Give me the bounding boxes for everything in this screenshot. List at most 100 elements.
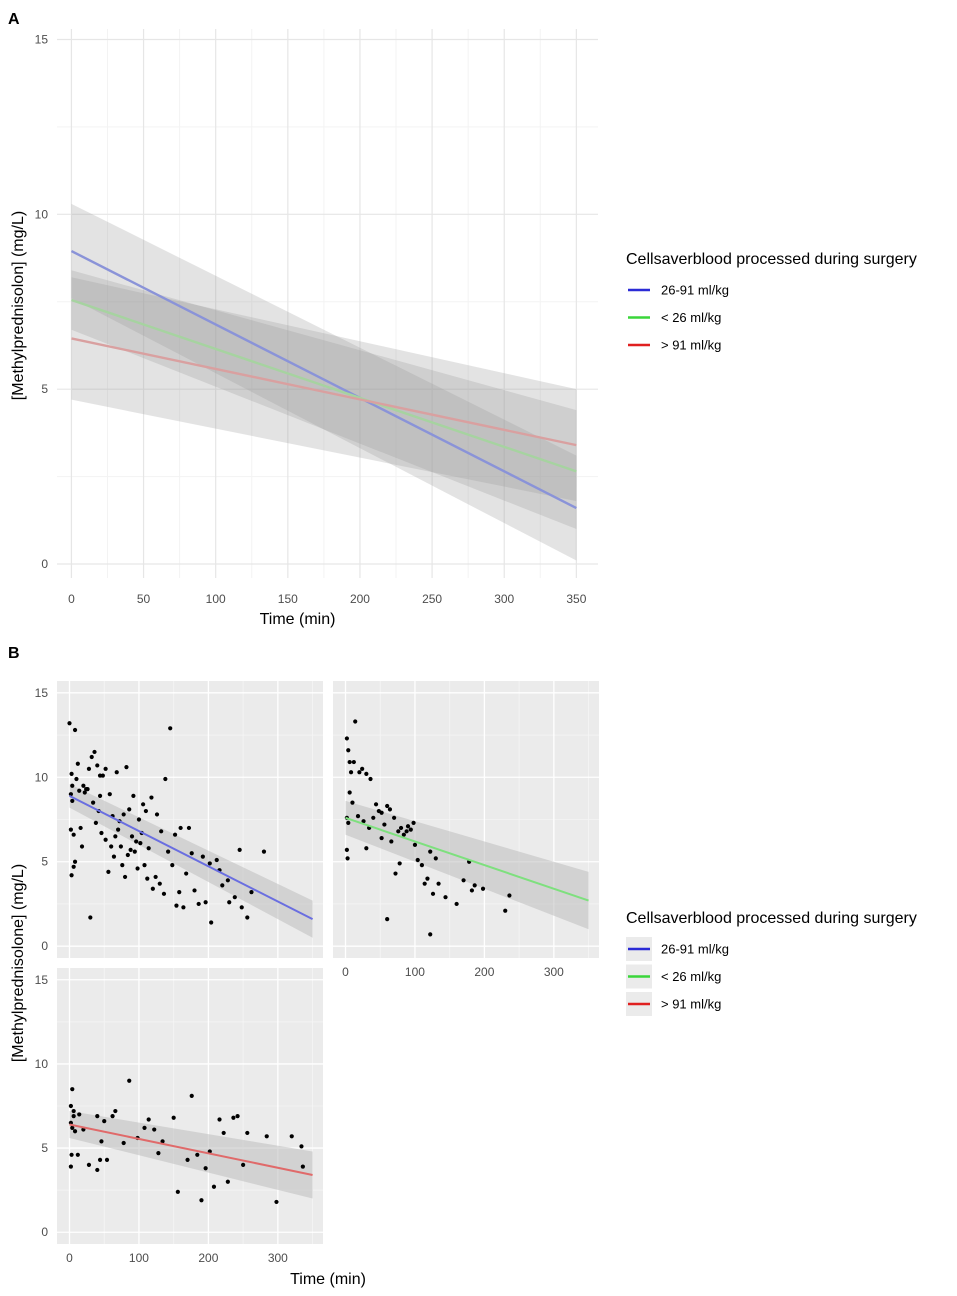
data-point (357, 770, 362, 775)
x-tick-label: 200 (198, 1251, 218, 1265)
data-point (118, 844, 123, 849)
data-point (361, 819, 366, 824)
legend-label: < 26 ml/kg (661, 969, 721, 984)
data-point (469, 888, 475, 893)
data-point (185, 1157, 190, 1162)
x-tick-label: 100 (206, 592, 226, 606)
legend-label: 26-91 ml/kg (661, 283, 729, 298)
data-point (89, 754, 94, 760)
data-point (97, 793, 103, 798)
data-point (231, 1115, 236, 1120)
data-point (100, 773, 105, 778)
data-point (344, 847, 349, 853)
data-point (95, 763, 100, 768)
data-point (398, 825, 404, 831)
data-point (69, 873, 74, 878)
data-point (415, 857, 420, 863)
panel-b-label: B (8, 645, 20, 662)
data-point (71, 864, 76, 869)
data-point (355, 814, 361, 819)
data-point (170, 863, 175, 868)
x-tick-label: 200 (474, 965, 494, 979)
data-point (181, 905, 186, 910)
data-point (146, 1117, 151, 1122)
data-point (135, 866, 140, 871)
data-point (507, 893, 512, 898)
data-point (178, 825, 183, 831)
data-point (143, 808, 148, 814)
data-point (264, 1134, 269, 1139)
data-point (249, 890, 254, 895)
data-point (68, 1103, 73, 1109)
data-point (195, 1152, 200, 1157)
legend-panel-a: Cellsaverblood processed during surgery 2… (626, 251, 917, 353)
fit-line (69, 1123, 313, 1176)
data-point (77, 788, 82, 793)
data-point (129, 834, 135, 839)
legend-panel-b: Cellsaverblood processed during surgery 2… (626, 910, 917, 1016)
data-point (345, 856, 350, 861)
x-tick-label: 0 (68, 592, 75, 606)
data-point (368, 776, 373, 782)
data-point (70, 1125, 75, 1130)
data-point (346, 820, 351, 825)
x-tick-label: 300 (494, 592, 514, 606)
y-tick-label: 15 (35, 973, 49, 987)
data-point (128, 847, 133, 853)
x-tick-label: 200 (350, 592, 370, 606)
data-point (422, 881, 427, 886)
data-point (347, 790, 352, 795)
data-point (480, 886, 486, 891)
panel-a-label: A (8, 11, 20, 28)
data-point (436, 881, 441, 886)
data-point (175, 1189, 180, 1194)
legend-label: < 26 ml/kg (661, 310, 721, 325)
facet-panel: 0 100 200 300 (333, 681, 599, 979)
x-tick-label: 150 (278, 592, 298, 606)
data-point (70, 783, 75, 788)
data-point (385, 917, 390, 922)
data-point (113, 834, 118, 839)
data-point (387, 807, 393, 812)
data-point (177, 890, 182, 895)
x-tick-label: 0 (66, 1251, 73, 1265)
data-point (237, 847, 242, 853)
data-point (412, 842, 418, 847)
data-point (152, 1127, 157, 1132)
data-point (71, 1113, 76, 1119)
x-tick-label: 50 (137, 592, 151, 606)
fit-line (70, 249, 577, 510)
data-point (121, 1140, 126, 1146)
data-point (200, 854, 205, 859)
data-point (69, 771, 74, 776)
chart-panel-a: 0 50 100 150 200 250 300 350 0 5 10 15 Time (min) [Me… (10, 29, 598, 628)
y-tick-label: 5 (41, 855, 48, 869)
data-point (68, 1164, 73, 1169)
data-point (404, 829, 409, 834)
data-point (382, 822, 387, 827)
data-point (428, 849, 433, 854)
data-point (75, 761, 80, 766)
data-point (107, 792, 112, 797)
data-point (274, 1199, 279, 1205)
y-axis-title: [Methylprednisolon] (mg/L) (10, 211, 27, 400)
data-point (351, 759, 356, 765)
data-point (207, 861, 212, 866)
legend-title: Cellsaverblood processed during surgery (626, 910, 917, 927)
data-point (503, 908, 508, 913)
data-point (472, 883, 477, 888)
data-point (347, 759, 352, 765)
data-point (211, 1184, 217, 1189)
fit-line (345, 816, 589, 902)
data-point (344, 736, 349, 741)
data-point (159, 829, 164, 834)
data-point (68, 827, 73, 832)
data-point (232, 895, 237, 900)
data-point (156, 1151, 161, 1156)
data-point (300, 1164, 305, 1169)
data-point (78, 825, 83, 831)
y-tick-label: 5 (41, 1141, 48, 1155)
data-point (401, 832, 406, 837)
facet-panel: 0 5 10 15 (35, 681, 323, 958)
data-point (95, 1113, 100, 1119)
